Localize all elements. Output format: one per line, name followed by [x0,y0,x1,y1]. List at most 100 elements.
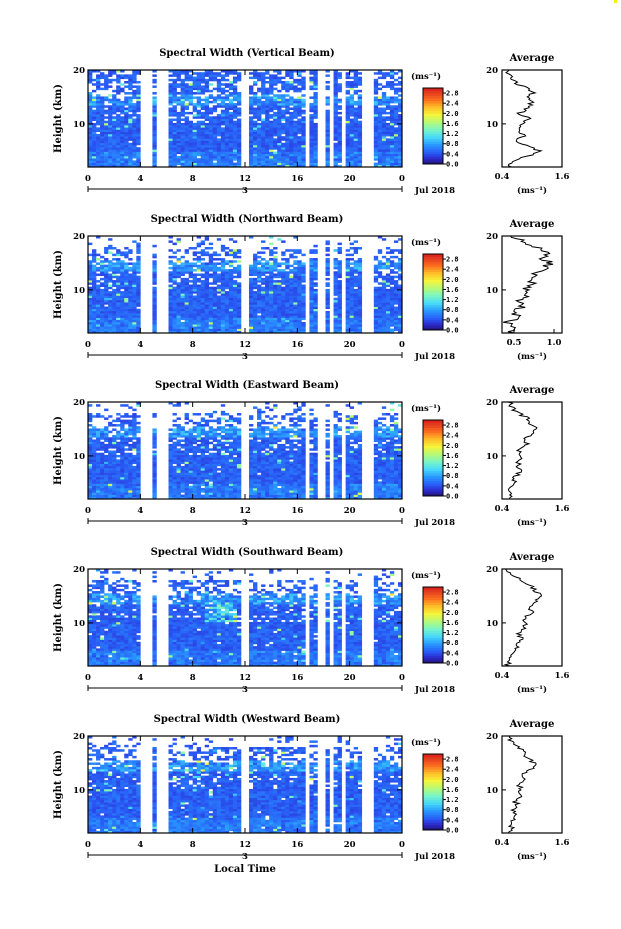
colorbar-tick-label: 2.8 [446,90,459,98]
heatmap-cell [104,487,109,491]
heatmap-cell [192,308,197,312]
heatmap-cell [309,158,314,161]
heatmap-cell [313,87,318,91]
heatmap-cell [116,107,121,110]
heatmap-cell [228,103,234,106]
heatmap-cell [397,94,403,97]
heatmap-cell [104,454,109,458]
colorbar-segment [423,259,443,262]
heatmap-cell [337,118,342,121]
heatmap-cell [273,304,278,307]
heatmap-cell [204,251,210,254]
heatmap-cell [265,138,270,141]
heatmap-cell [104,87,109,91]
heatmap-cell [353,118,359,121]
heatmap-cell [377,251,383,254]
heatmap-cell [257,251,262,254]
heatmap-cell [269,151,274,155]
heatmap-cell [92,162,97,166]
heatmap-cell [269,98,274,102]
heatmap-cell [325,284,330,287]
heatmap-cell [265,98,270,102]
heatmap-cell [208,129,214,133]
heatmap-cell [132,324,137,327]
date-label: Jul 2018 [414,352,455,362]
heatmap-cell [281,282,286,285]
heatmap-cell [277,324,282,327]
heatmap-cell [345,105,350,108]
heatmap-cell [293,271,298,274]
heatmap-cell [373,131,379,135]
heatmap-cell [88,306,93,310]
heatmap-cell [373,271,379,274]
heatmap-cell [297,122,302,126]
heatmap-cell [108,492,113,495]
heatmap-cell [92,251,97,254]
heatmap-cell [333,271,338,274]
heatmap-cell [281,328,286,332]
heatmap-cell [232,125,238,128]
heatmap-cell [224,85,230,88]
heatmap-cell [116,291,121,294]
heatmap-cell [208,262,214,265]
heatmap-cell [196,293,202,296]
heatmap-cell [108,454,113,458]
colorbar-segment [423,312,443,316]
heatmap-cell [184,282,189,285]
heatmap-cell [313,160,318,163]
heatmap-cell [393,111,399,115]
heatmap-cell [277,282,282,285]
heatmap-cell [261,107,266,110]
heatmap-cell [196,89,202,93]
heatmap-cell [184,160,189,163]
heatmap-cell [228,116,234,119]
heatmap-cell [128,286,133,290]
heatmap-cell [100,98,105,102]
heatmap-cell [397,105,403,108]
heatmap-cell [224,247,230,250]
heatmap-cell [249,133,254,137]
heatmap-cell [180,328,185,332]
heatmap-cell [208,299,214,303]
heatmap-cell [188,158,193,161]
heatmap-cell [224,277,230,281]
heatmap-cell [389,282,395,285]
heatmap-cell [325,242,330,246]
heatmap-cell [232,240,238,243]
heatmap-cell [253,127,258,130]
heatmap-cell [228,160,234,163]
heatmap-cell [180,89,185,93]
heatmap-cell [92,485,97,489]
heatmap-cell [96,496,101,500]
heatmap-cell [269,313,274,316]
heatmap-cell [192,129,197,133]
heatmap-cell [232,326,238,329]
heatmap-cell [381,107,387,110]
heatmap-cell [224,151,230,155]
heatmap-cell [112,452,117,456]
heatmap-cell [265,277,270,281]
colorbar-segment [423,128,443,132]
heatmap-cell [212,293,218,296]
heatmap-cell [357,247,363,250]
heatmap-cell [96,463,101,467]
heatmap-cell [200,138,206,141]
heatmap-cell [120,443,125,447]
heatmap-cell [152,286,157,290]
heatmap-cell [92,140,97,144]
heatmap-cell [104,457,109,460]
heatmap-cell [136,324,141,327]
heatmap-cell [253,162,258,166]
heatmap-cell [120,315,125,318]
heatmap-cell [377,310,383,314]
heatmap-cell [92,96,97,99]
heatmap-cell [116,114,121,117]
panel-2: Spectral Width (Northward Beam)Height (k… [53,214,563,362]
heatmap-cell [212,133,218,137]
heatmap-cell [337,131,342,135]
heatmap-cell [188,122,193,126]
heatmap-cell [337,72,342,75]
heatmap-cell [216,103,222,106]
heatmap-cell [120,472,125,476]
heatmap-cell [373,286,379,290]
